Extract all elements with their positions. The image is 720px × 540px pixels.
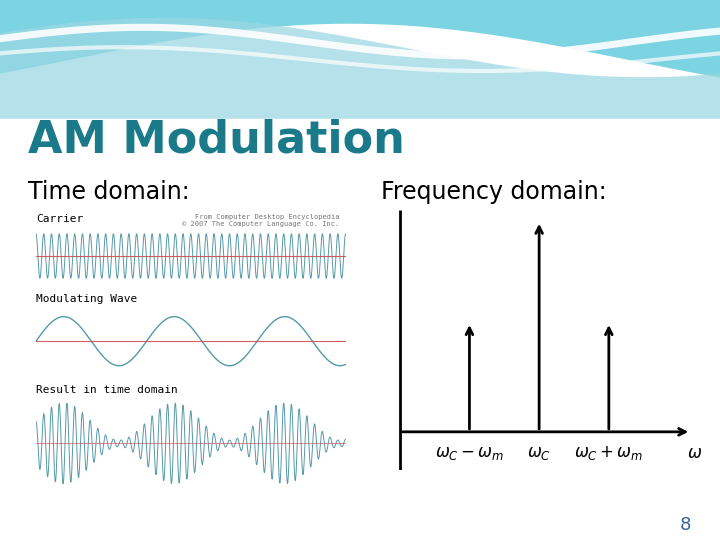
Polygon shape: [0, 24, 720, 59]
Polygon shape: [0, 18, 720, 119]
Polygon shape: [0, 45, 720, 73]
Polygon shape: [0, 0, 720, 78]
Text: 8: 8: [680, 516, 691, 534]
Text: Frequency domain:: Frequency domain:: [381, 180, 606, 204]
Text: Carrier: Carrier: [36, 213, 84, 224]
Text: © 2007 The Computer Language Co. Inc.: © 2007 The Computer Language Co. Inc.: [182, 221, 339, 227]
Text: $\omega_C - \omega_m$: $\omega_C - \omega_m$: [435, 444, 504, 462]
Text: $\omega_C + \omega_m$: $\omega_C + \omega_m$: [574, 444, 644, 462]
Text: Time domain:: Time domain:: [28, 180, 190, 204]
Text: From Computer Desktop Encyclopedia: From Computer Desktop Encyclopedia: [195, 214, 339, 220]
Text: $\omega_C$: $\omega_C$: [527, 444, 551, 462]
Text: $\omega$: $\omega$: [687, 444, 702, 462]
Text: Result in time domain: Result in time domain: [36, 385, 178, 395]
Text: Modulating Wave: Modulating Wave: [36, 294, 138, 304]
Text: AM Modulation: AM Modulation: [28, 119, 405, 162]
